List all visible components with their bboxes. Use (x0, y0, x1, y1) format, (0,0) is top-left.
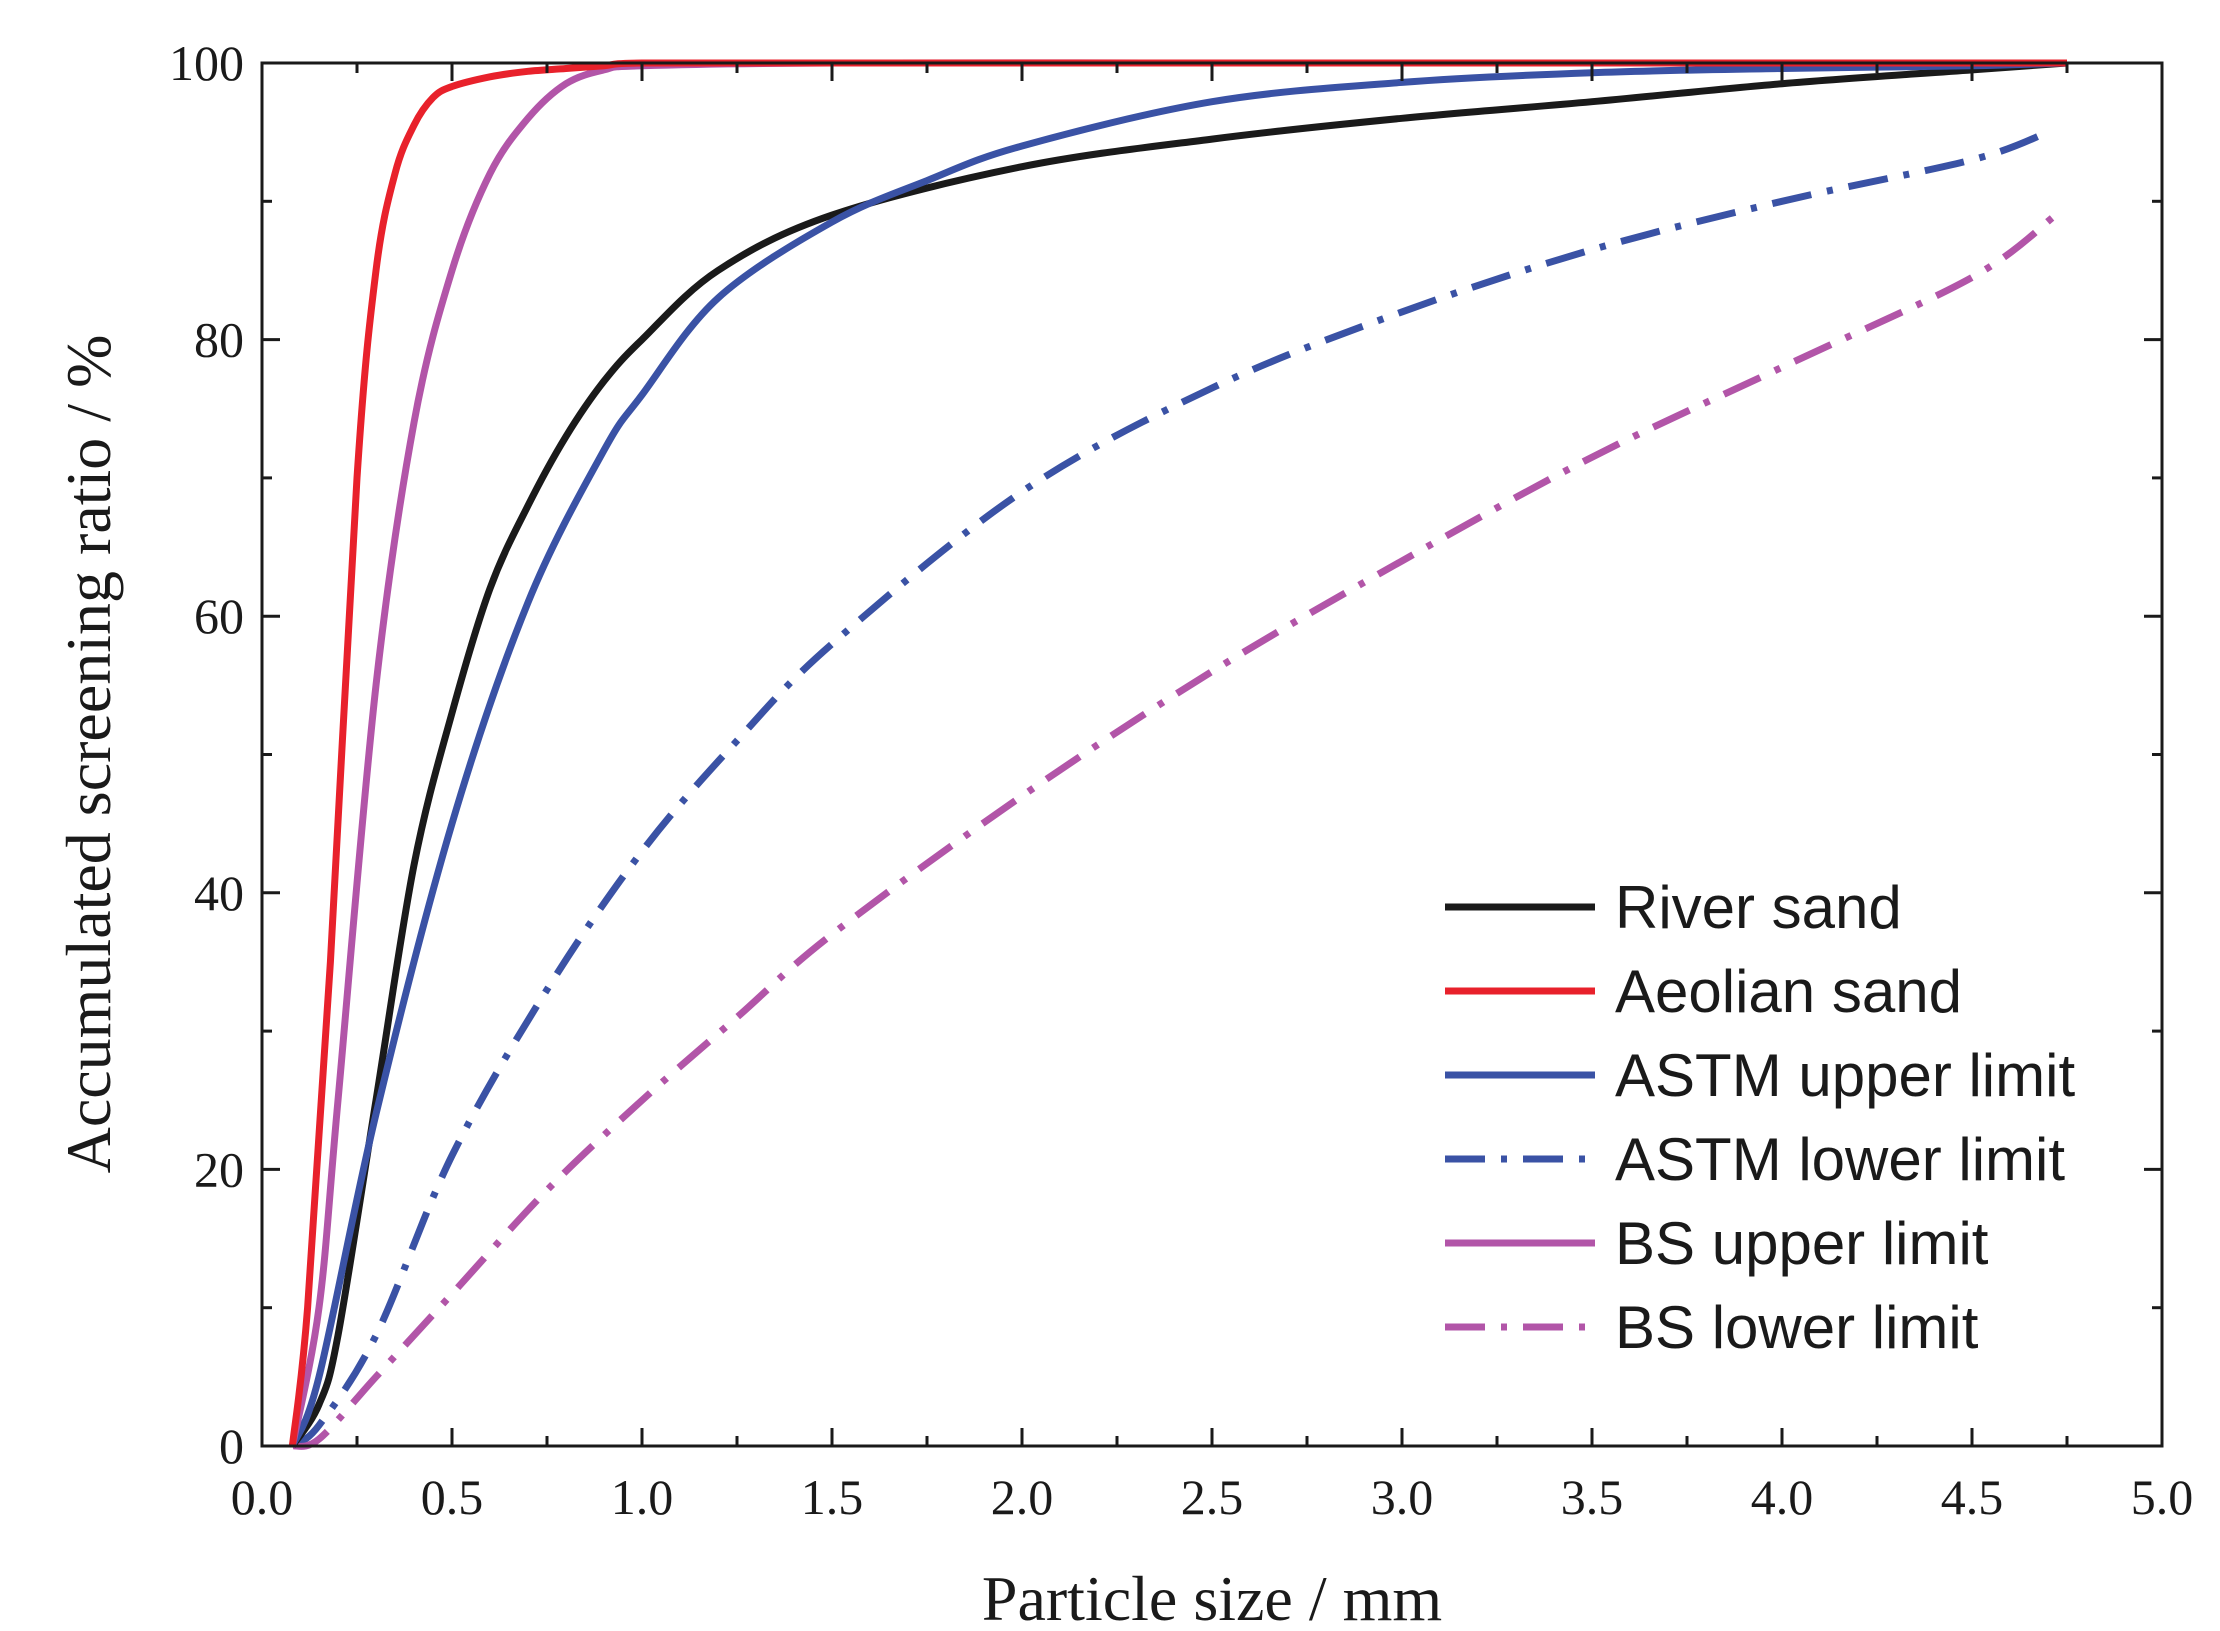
y-tick-label: 20 (194, 1141, 244, 1197)
legend-label: BS lower limit (1615, 1294, 1979, 1361)
legend-label: BS upper limit (1615, 1210, 1989, 1277)
x-tick-label: 0.5 (421, 1469, 484, 1525)
legend-label: ASTM lower limit (1615, 1126, 2065, 1193)
y-tick-label: 0 (219, 1418, 244, 1474)
axes: 0.0 0.5 1.0 1.5 2.0 2.5 3.0 3.5 4.0 4.5 5.0 0 20 40 60… (169, 35, 2193, 1525)
y-tick-label: 80 (194, 312, 244, 368)
x-axis-title: Particle size / mm (982, 1563, 1442, 1631)
series-line (291, 212, 2058, 1450)
series-line (289, 59, 2068, 1448)
y-tick-label: 100 (169, 35, 244, 91)
x-tick-label: 2.0 (991, 1469, 1054, 1525)
legend-label: ASTM upper limit (1615, 1042, 2075, 1109)
series-line (290, 128, 2050, 1449)
y-tick-label: 40 (194, 865, 244, 921)
legend-label: Aeolian sand (1615, 958, 1962, 1025)
x-tick-label: 1.0 (611, 1469, 674, 1525)
legend-label: River sand (1615, 874, 1902, 941)
x-tick-label: 5.0 (2131, 1469, 2194, 1525)
x-tick-label: 3.5 (1561, 1469, 1624, 1525)
series-line (289, 59, 2068, 1448)
x-tick-label: 1.5 (801, 1469, 864, 1525)
y-tick-label: 60 (194, 588, 244, 644)
legend: River sand Aeolian sand ASTM upper limit AS… (1445, 874, 2075, 1361)
x-tick-label: 3.0 (1371, 1469, 1434, 1525)
y-axis-title: Accumulated screening ratio / % (53, 335, 124, 1174)
x-tick-label: 0.0 (231, 1469, 294, 1525)
x-tick-label: 4.0 (1751, 1469, 1814, 1525)
x-tick-label: 4.5 (1941, 1469, 2004, 1525)
x-tick-label: 2.5 (1181, 1469, 1244, 1525)
